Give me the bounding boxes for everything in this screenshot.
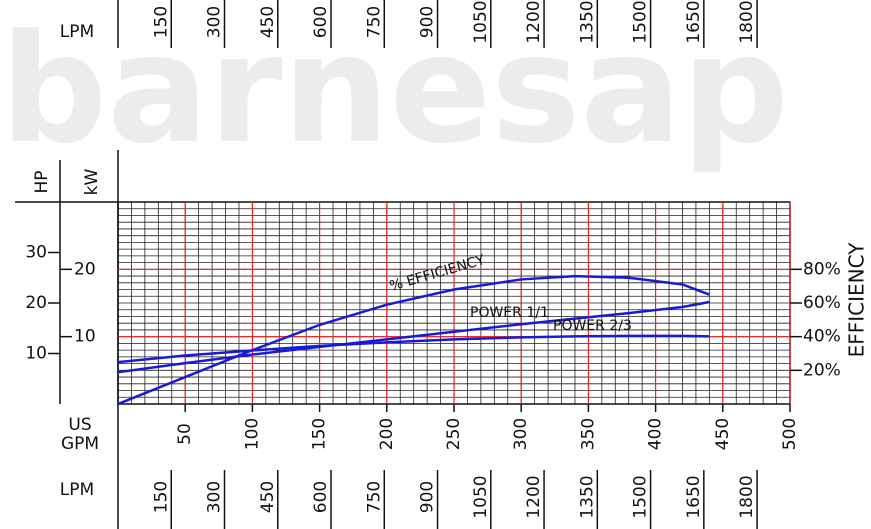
lpm-tick-label: 450 xyxy=(258,6,278,38)
series-label: % EFFICIENCY xyxy=(388,252,487,295)
line-series xyxy=(117,274,710,406)
lpm-tick-label: 1350 xyxy=(577,475,597,518)
series-label: POWER 2/3 xyxy=(553,318,632,334)
y-tick-label: 10 xyxy=(25,344,47,364)
x-tick-label: 150 xyxy=(310,418,330,450)
x-axis-title: GPM xyxy=(61,434,99,454)
lpm-tick-label: 600 xyxy=(311,6,331,38)
x-tick-label: 400 xyxy=(646,418,666,450)
lpm-tick-label: 1200 xyxy=(524,475,544,518)
kw-tick-label: 20 xyxy=(74,259,96,279)
line-series xyxy=(117,300,710,374)
kw-axis-title: kW xyxy=(82,168,102,195)
watermark: barnesap xyxy=(0,3,789,177)
x-tick-label: 100 xyxy=(242,418,262,450)
lpm-tick-label: 750 xyxy=(364,6,384,38)
line-series xyxy=(117,334,710,364)
x-tick-label: 450 xyxy=(713,418,733,450)
lpm-tick-label: 150 xyxy=(151,481,171,513)
lpm-tick-label: 300 xyxy=(205,6,225,38)
x-tick-label: 500 xyxy=(780,418,800,450)
lpm-tick-label: 1050 xyxy=(471,475,491,518)
y-tick-label: 30 xyxy=(25,243,47,263)
y2-tick-label: 80% xyxy=(803,259,841,279)
lpm-tick-label: 1500 xyxy=(631,0,651,43)
lpm-tick-label: 1800 xyxy=(737,0,757,43)
y-axis-title: HP xyxy=(32,170,52,193)
y-tick-label: 20 xyxy=(25,293,47,313)
series-label: POWER 1/1 xyxy=(470,305,549,321)
lpm-tick-label: 1350 xyxy=(577,0,597,43)
lpm-tick-label: 300 xyxy=(205,481,225,513)
lpm-tick-label: 900 xyxy=(418,6,438,38)
x-tick-label: 50 xyxy=(175,423,195,445)
lpm-tick-label: 1650 xyxy=(684,0,704,43)
lpm-axis-title: LPM xyxy=(60,22,94,42)
lpm-axis-title: LPM xyxy=(60,480,94,500)
y2-axis-title: EFFICIENCY xyxy=(845,242,869,358)
lpm-tick-label: 1650 xyxy=(684,475,704,518)
x-tick-label: 300 xyxy=(511,418,531,450)
lpm-tick-label: 150 xyxy=(151,6,171,38)
kw-tick-label: 10 xyxy=(74,327,96,347)
x-axis-title: US xyxy=(68,415,91,435)
x-tick-label: 250 xyxy=(444,418,464,450)
lpm-tick-label: 1500 xyxy=(631,475,651,518)
y2-tick-label: 20% xyxy=(803,360,841,380)
lpm-tick-label: 1800 xyxy=(737,475,757,518)
lpm-tick-label: 750 xyxy=(364,481,384,513)
y2-tick-label: 40% xyxy=(803,327,841,347)
lpm-tick-label: 1050 xyxy=(471,0,491,43)
x-tick-label: 350 xyxy=(578,418,598,450)
lpm-tick-label: 900 xyxy=(418,481,438,513)
x-tick-label: 200 xyxy=(377,418,397,450)
lpm-tick-label: 1200 xyxy=(524,0,544,43)
y2-tick-label: 60% xyxy=(803,293,841,313)
lpm-tick-label: 600 xyxy=(311,481,331,513)
lpm-tick-label: 450 xyxy=(258,481,278,513)
